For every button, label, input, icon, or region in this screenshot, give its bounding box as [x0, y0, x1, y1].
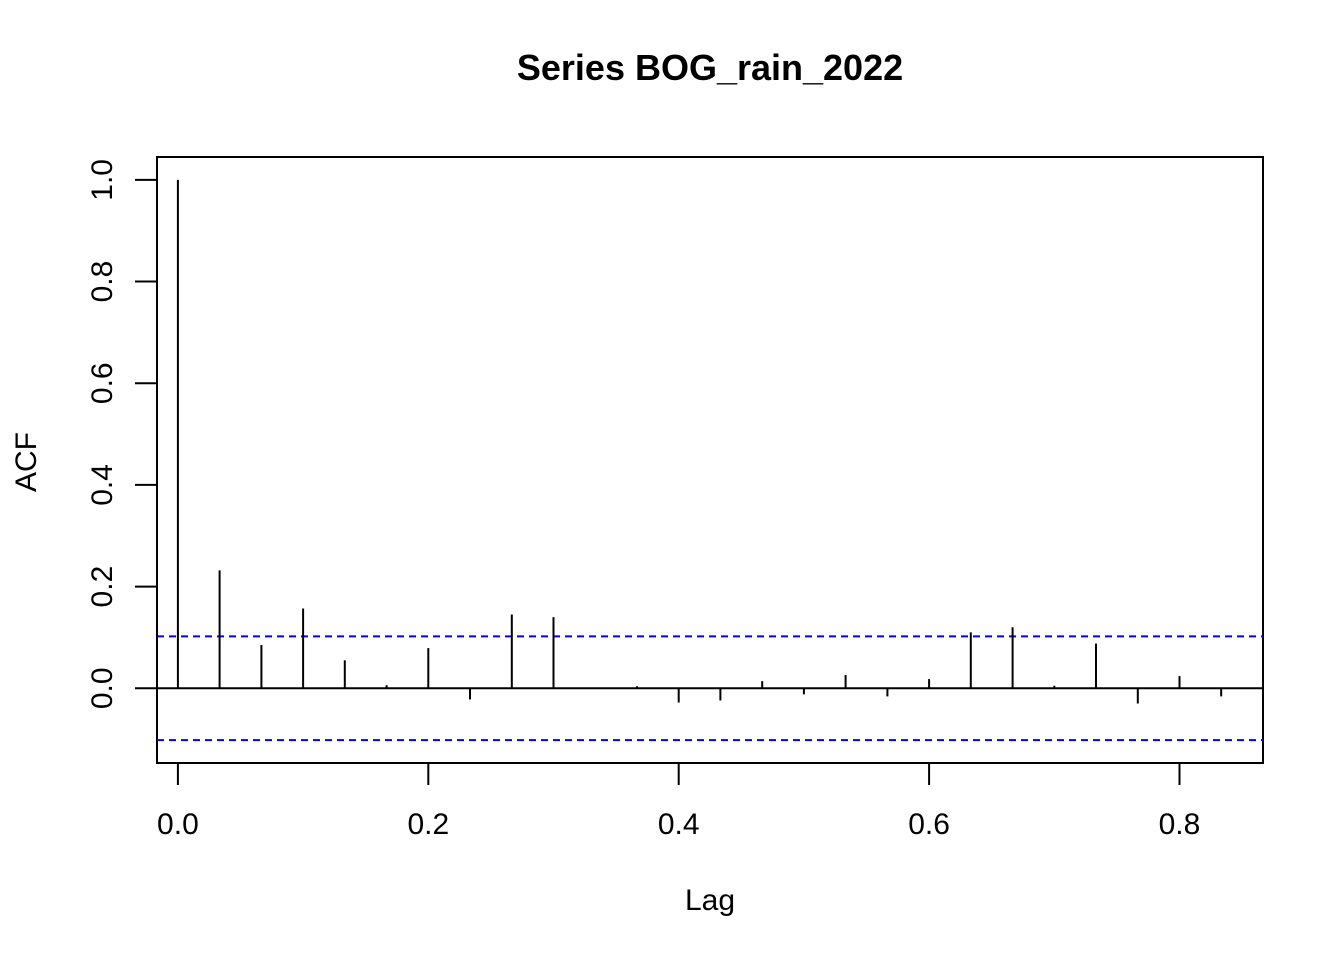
chart-title: Series BOG_rain_2022: [517, 47, 903, 88]
y-tick-label: 0.4: [86, 464, 119, 506]
x-axis: 0.0 0.2 0.4 0.6 0.8: [157, 762, 1201, 841]
x-tick-label: 0.6: [908, 808, 950, 841]
y-tick-label: 0.2: [86, 566, 119, 608]
x-tick-label: 0.4: [658, 808, 700, 841]
y-tick-label: 0.8: [86, 261, 119, 303]
y-tick-label: 0.6: [86, 362, 119, 404]
y-axis-label: ACF: [10, 432, 43, 492]
y-axis: 0.0 0.2 0.4 0.6 0.8 1.0: [86, 159, 158, 709]
x-tick-label: 0.0: [157, 808, 199, 841]
plot-frame: [156, 156, 1264, 764]
y-tick-label: 0.0: [86, 667, 119, 709]
x-tick-label: 0.8: [1159, 808, 1201, 841]
x-axis-label: Lag: [685, 884, 735, 917]
y-tick-label: 1.0: [86, 159, 119, 201]
confidence-bounds: [157, 635, 1263, 742]
x-tick-label: 0.2: [407, 808, 449, 841]
acf-bars: [176, 179, 1223, 704]
